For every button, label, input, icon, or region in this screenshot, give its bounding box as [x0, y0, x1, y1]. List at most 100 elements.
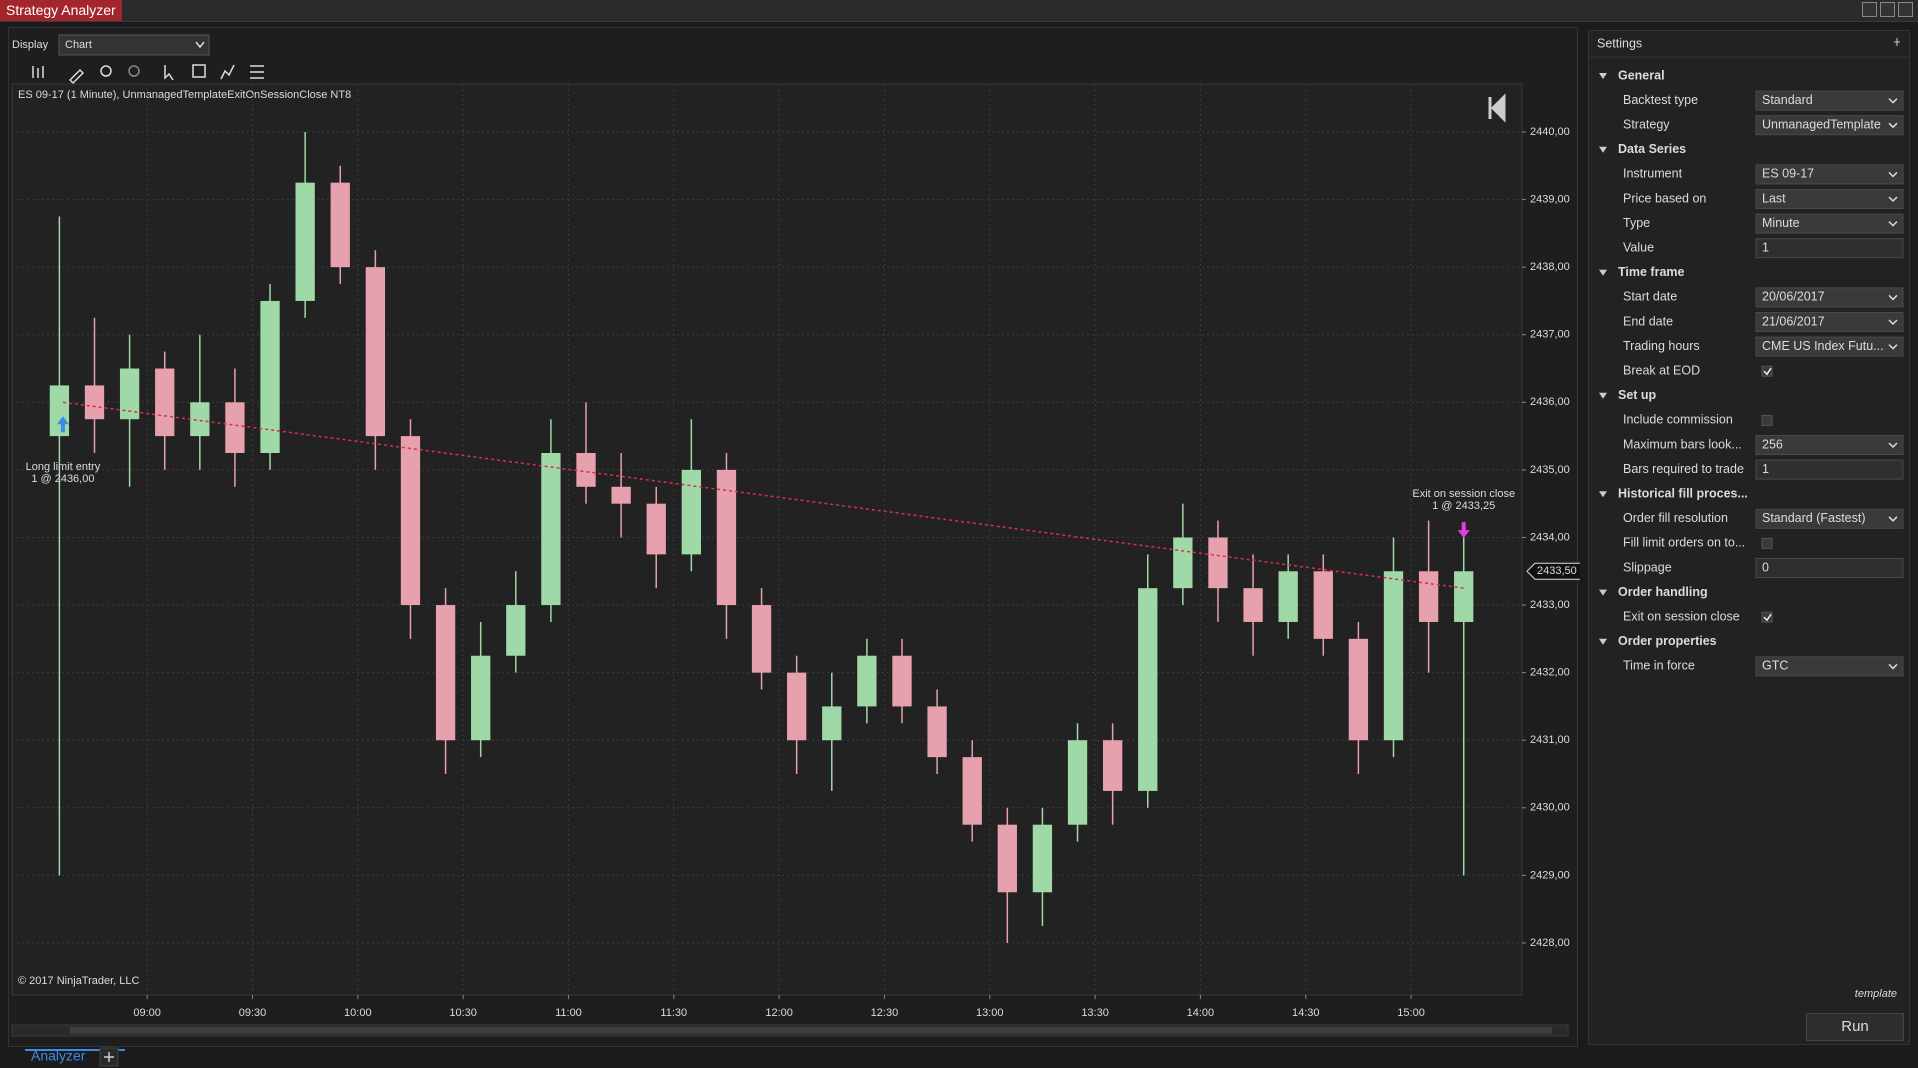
pencil-icon[interactable]: [68, 68, 85, 85]
indicator-icon[interactable]: [220, 64, 235, 80]
setting-value: UnmanagedTemplate: [1762, 117, 1881, 131]
dropdown[interactable]: [1755, 189, 1904, 209]
zoom-in-icon[interactable]: [100, 65, 112, 77]
setting-label: Bars required to trade: [1623, 462, 1744, 476]
dropdown[interactable]: [1755, 336, 1904, 357]
setting-label: Order fill resolution: [1623, 511, 1728, 525]
dropdown[interactable]: [1755, 287, 1904, 308]
x-tick-label: 12:00: [765, 1007, 793, 1019]
x-tick-label: 09:30: [239, 1007, 267, 1019]
candle-body: [1208, 537, 1228, 589]
candle-body: [1102, 740, 1123, 791]
candle-body: [1032, 824, 1053, 893]
run-button[interactable]: Run: [1806, 1013, 1904, 1041]
expander-arrow[interactable]: [1599, 146, 1607, 153]
expander-arrow[interactable]: [1599, 589, 1607, 596]
setting-value: 256: [1762, 437, 1783, 451]
dropdown-arrow: [1888, 98, 1898, 104]
maximize-button[interactable]: [1880, 2, 1895, 17]
pin-icon[interactable]: [1894, 38, 1900, 46]
pointer-icon[interactable]: [164, 65, 174, 81]
dropdown-arrow: [1888, 221, 1898, 227]
checkbox[interactable]: [1761, 537, 1773, 549]
setting-value: Standard (Fastest): [1762, 511, 1866, 525]
x-tick-label: 13:00: [976, 1007, 1004, 1019]
setting-value: 21/06/2017: [1762, 314, 1825, 328]
setting-label: Break at EOD: [1623, 363, 1700, 377]
display-value: Chart: [65, 39, 92, 51]
y-tick-label: 2430,00: [1530, 802, 1570, 814]
dropdown-arrow: [1888, 319, 1898, 326]
candle-body: [330, 182, 350, 268]
text-field[interactable]: [1755, 238, 1904, 259]
section-title: Order handling: [1618, 585, 1708, 599]
display-label: Display: [12, 39, 49, 51]
minimize-button[interactable]: [1862, 2, 1877, 17]
close-button[interactable]: [1898, 2, 1913, 17]
y-tick-label: 2432,00: [1530, 667, 1570, 679]
section-title: Order properties: [1618, 634, 1717, 648]
bars-icon[interactable]: [32, 66, 44, 78]
expander-arrow[interactable]: [1599, 392, 1607, 399]
text-field[interactable]: [1755, 558, 1904, 578]
dropdown[interactable]: [1755, 115, 1904, 136]
setting-value: Minute: [1762, 216, 1800, 230]
scrollbar-thumb[interactable]: [70, 1027, 1552, 1034]
setting-label: End date: [1623, 314, 1673, 328]
section-title: General: [1618, 68, 1665, 82]
setting-label: Start date: [1623, 290, 1677, 304]
settings-list: Settings template General Backtest type St…: [1589, 36, 1909, 1000]
chart: Display Chart ES 09-17 (1 Minute), Unman…: [11, 34, 1580, 1067]
checkbox[interactable]: [1761, 611, 1773, 623]
text-field[interactable]: [1755, 459, 1904, 480]
x-tick-label: 11:00: [555, 1007, 582, 1019]
candle-body: [1348, 638, 1369, 741]
y-tick-label: 2431,00: [1530, 734, 1570, 746]
dropdown[interactable]: [1755, 435, 1904, 455]
setting-label: Time in force: [1623, 659, 1695, 673]
check-mark: [1763, 367, 1772, 376]
section-title: Set up: [1618, 388, 1657, 402]
dropdown[interactable]: [1755, 213, 1904, 234]
candle-body: [435, 605, 456, 741]
dropdown[interactable]: [1755, 90, 1904, 111]
checkbox[interactable]: [1761, 365, 1773, 377]
properties-icon[interactable]: [250, 65, 264, 79]
expander-arrow[interactable]: [1599, 269, 1607, 276]
setting-value: 1: [1762, 462, 1769, 476]
setting-value: GTC: [1762, 659, 1788, 673]
expander-arrow[interactable]: [1599, 491, 1607, 498]
candle-body: [84, 385, 105, 420]
display-dropdown[interactable]: [58, 34, 210, 56]
expander-arrow[interactable]: [1599, 73, 1607, 79]
checkbox[interactable]: [1761, 414, 1773, 426]
dropdown-arrow: [1888, 442, 1898, 449]
setting-label: Type: [1623, 216, 1650, 230]
title-bar: Strategy Analyzer: [0, 0, 1918, 22]
data-box-icon[interactable]: [192, 64, 206, 78]
dropdown[interactable]: [1755, 508, 1904, 529]
dropdown[interactable]: [1755, 312, 1904, 332]
dropdown[interactable]: [1755, 656, 1904, 677]
candle-body: [1454, 571, 1474, 622]
y-tick-label: 2429,00: [1530, 869, 1570, 881]
dropdown-arrow: [1888, 516, 1898, 522]
candle-body: [225, 402, 245, 453]
x-tick-label: 10:30: [449, 1007, 477, 1019]
candle-body: [1243, 588, 1263, 622]
setting-label: Value: [1623, 240, 1654, 254]
scroll-to-end-icon[interactable]: [1488, 93, 1506, 123]
expander-arrow[interactable]: [1599, 638, 1607, 645]
chart-title: ES 09-17 (1 Minute), UnmanagedTemplateEx…: [18, 89, 351, 101]
candle-body: [927, 706, 947, 758]
setting-value: CME US Index Futu...: [1762, 339, 1884, 353]
candle-body: [892, 655, 912, 707]
zoom-out-icon[interactable]: [128, 65, 140, 77]
x-tick-label: 12:30: [871, 1007, 899, 1019]
setting-value: Last: [1762, 191, 1786, 205]
dropdown[interactable]: [1755, 164, 1904, 185]
tab-label[interactable]: Analyzer: [31, 1048, 86, 1064]
candle-body: [1173, 537, 1193, 589]
x-tick-label: 10:00: [344, 1007, 372, 1019]
